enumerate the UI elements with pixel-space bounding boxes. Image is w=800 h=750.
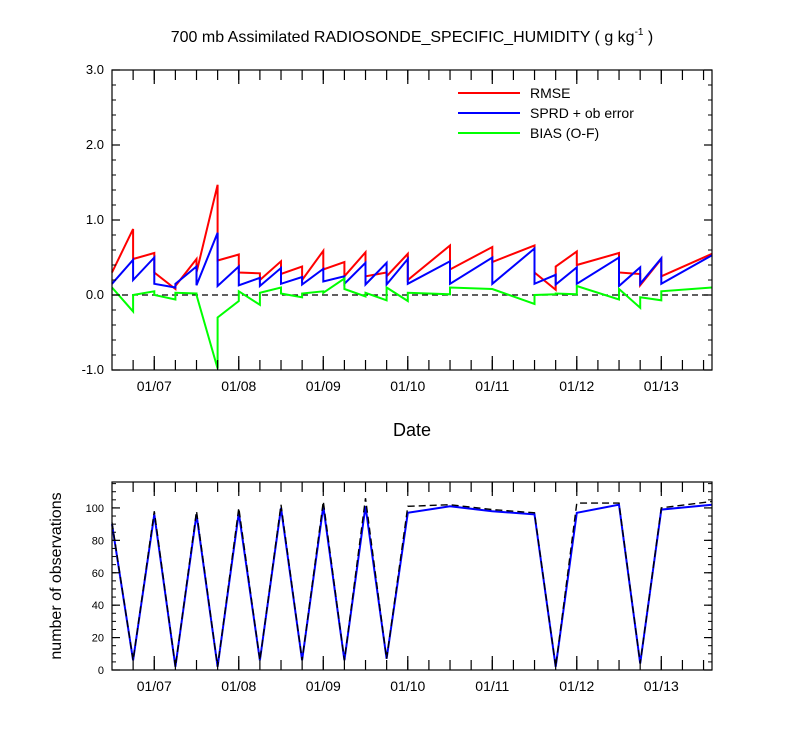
top-axes-group: -1.0 0.0 1.0 2.0 3.0 01/07 01/08 01/09 01/10 01/1…	[82, 62, 712, 394]
bottom-x-tick-label: 01/08	[221, 678, 256, 694]
top-chart: -1.0 0.0 1.0 2.0 3.0 01/07 01/08 01/09 01/10 01/1…	[82, 62, 713, 440]
legend-label: RMSE	[530, 85, 570, 101]
top-plot-frame	[111, 69, 713, 371]
bottom-x-tick-label: 01/07	[137, 678, 172, 694]
bottom-y-tick-label: 80	[92, 535, 104, 547]
top-series-line-sprd-ob-error	[111, 232, 713, 289]
legend-label: SPRD + ob error	[530, 105, 634, 121]
bottom-chart: 0 20 40 60 80 100 01/07 01/08 01/09 01/10 01/11 01/…	[48, 481, 713, 694]
top-y-tick-label: -1.0	[82, 362, 104, 377]
top-series-line-bias-o-f	[111, 276, 713, 369]
top-legend: RMSE SPRD + ob error BIAS (O-F)	[458, 85, 634, 141]
top-x-tick-label: 01/07	[137, 378, 172, 394]
bottom-plot-frame	[111, 481, 713, 671]
top-x-tick-label: 01/08	[221, 378, 256, 394]
chart-title: 700 mb Assimilated RADIOSONDE_SPECIFIC_H…	[171, 27, 654, 46]
bottom-y-tick-label: 0	[98, 665, 104, 677]
top-x-tick-label: 01/13	[644, 378, 679, 394]
top-x-tick-label: 01/09	[306, 378, 341, 394]
chart-title-suffix: )	[643, 29, 653, 46]
bottom-series-line-observations-available	[111, 498, 713, 667]
chart-title-main: 700 mb Assimilated RADIOSONDE_SPECIFIC_H…	[171, 29, 635, 46]
bottom-y-tick-label: 60	[92, 568, 104, 580]
bottom-y-tick-label: 40	[92, 600, 104, 612]
bottom-axes-group: 0 20 40 60 80 100 01/07 01/08 01/09 01/10 01/11 01/…	[86, 482, 712, 694]
chart-title-superscript: -1	[635, 27, 644, 38]
top-x-tick-label: 01/12	[559, 378, 594, 394]
legend-label: BIAS (O-F)	[530, 125, 599, 141]
top-series-group	[111, 184, 713, 369]
bottom-x-tick-label: 01/11	[475, 678, 509, 694]
bottom-x-tick-label: 01/09	[306, 678, 341, 694]
bottom-x-tick-label: 01/12	[559, 678, 594, 694]
bottom-y-tick-label: 100	[86, 503, 104, 515]
bottom-series-group	[111, 498, 713, 667]
top-x-tick-label: 01/11	[475, 378, 509, 394]
bottom-x-tick-label: 01/10	[390, 678, 425, 694]
bottom-y-tick-label: 20	[92, 633, 104, 645]
bottom-x-tick-label: 01/13	[644, 678, 679, 694]
top-y-tick-label: 1.0	[86, 212, 104, 227]
top-y-tick-label: 2.0	[86, 137, 104, 152]
top-x-axis-label: Date	[393, 420, 431, 440]
bottom-y-axis-label: number of observations	[48, 492, 65, 659]
top-y-tick-label: 0.0	[86, 287, 104, 302]
top-x-tick-label: 01/10	[390, 378, 425, 394]
bottom-series-line-observations-used	[111, 503, 713, 667]
top-y-tick-label: 3.0	[86, 62, 104, 77]
